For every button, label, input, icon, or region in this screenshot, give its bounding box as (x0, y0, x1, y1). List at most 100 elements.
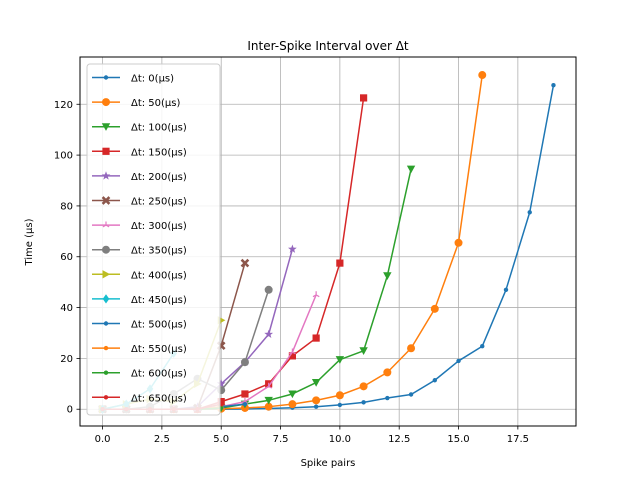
legend-marker (102, 245, 110, 254)
data-point (480, 344, 485, 349)
legend-entry: Δt: 500(μs) (92, 320, 187, 331)
y-tick-label: 40 (60, 303, 73, 314)
data-point (383, 368, 392, 377)
data-point (288, 400, 297, 409)
legend-label: Δt: 650(μs) (131, 393, 187, 404)
legend-entry: Δt: 100(μs) (92, 123, 187, 134)
legend-entry: Δt: 0(μs) (92, 74, 174, 85)
legend: Δt: 0(μs) Δt: 50(μs) Δt: 100(μs) Δt: 150(μs… (86, 63, 221, 416)
x-axis-label: Spike pairs (301, 458, 356, 469)
legend-entry: Δt: 600(μs) (92, 369, 187, 380)
x-tick-label: 2.5 (154, 434, 170, 445)
plot-frame (79, 56, 577, 427)
data-point (264, 396, 273, 405)
legend-entry: Δt: 550(μs) (92, 344, 187, 355)
data-point (335, 391, 344, 400)
data-point (336, 259, 344, 267)
legend-label: Δt: 450(μs) (131, 295, 187, 306)
legend-entry: Δt: 200(μs) (92, 171, 187, 183)
data-point (359, 94, 368, 102)
data-point (288, 244, 297, 253)
legend-entry: Δt: 350(μs) (92, 245, 187, 257)
data-point (430, 304, 439, 313)
data-point (264, 285, 273, 294)
legend-label: Δt: 400(μs) (131, 270, 187, 281)
legend-label: Δt: 0(μs) (131, 74, 174, 85)
data-point (311, 379, 321, 387)
legend-marker (103, 75, 109, 80)
x-tick-label: 7.5 (273, 434, 289, 445)
data-point (288, 390, 297, 399)
y-tick-label: 0 (67, 405, 73, 416)
legend-box (86, 63, 221, 416)
x-tick-label: 12.5 (388, 434, 410, 445)
x-tick-label: 10.0 (329, 434, 351, 445)
legend-marker (103, 321, 109, 326)
y-tick-label: 20 (60, 354, 73, 365)
legend-label: Δt: 500(μs) (131, 320, 187, 331)
legend-label: Δt: 350(μs) (131, 246, 187, 257)
data-point (432, 378, 437, 383)
legend-label: Δt: 600(μs) (131, 369, 187, 380)
legend-entry: Δt: 150(μs) (92, 147, 187, 158)
axis-ticks: 0.0 2.5 5.0 7.5 10.0 12.5 15.0 17.5 0 20 40 60 80 100… (54, 100, 529, 445)
legend-marker (103, 345, 109, 351)
data-point (551, 83, 556, 88)
data-point (456, 358, 461, 364)
data-point (288, 348, 296, 355)
data-point (383, 272, 392, 281)
legend-label: Δt: 550(μs) (131, 344, 187, 355)
data-point (241, 398, 249, 404)
data-point (359, 347, 368, 355)
x-tick-label: 5.0 (213, 434, 229, 445)
data-point (359, 382, 368, 391)
data-point (264, 329, 274, 338)
legend-entry: Δt: 50(μs) (92, 98, 181, 109)
data-point (312, 396, 321, 405)
data-point (240, 358, 249, 367)
legend-entry: Δt: 250(μs) (92, 196, 187, 208)
legend-entry: Δt: 450(μs) (92, 294, 187, 306)
data-point (288, 352, 297, 360)
legend-marker (101, 123, 111, 131)
data-point (264, 402, 273, 411)
y-tick-label: 120 (54, 100, 73, 111)
data-point (335, 356, 345, 364)
data-point (240, 258, 250, 268)
data-point (503, 287, 509, 292)
legend-label: Δt: 300(μs) (131, 221, 187, 232)
legend-marker (103, 395, 109, 400)
data-point (216, 379, 226, 388)
chart-title: Inter-Spike Interval over Δt (247, 39, 409, 53)
data-point (478, 71, 487, 80)
y-tick-label: 80 (60, 201, 73, 212)
data-point (313, 404, 319, 409)
legend-entry: Δt: 400(μs) (92, 270, 187, 281)
legend-label: Δt: 100(μs) (131, 123, 187, 134)
data-point (361, 400, 366, 405)
data-point (527, 210, 532, 215)
legend-marker (101, 171, 111, 180)
data-point (406, 165, 416, 174)
legend-label: Δt: 150(μs) (131, 147, 187, 158)
y-axis-label: Time (μs) (24, 218, 35, 266)
data-point (312, 291, 320, 298)
x-tick-label: 17.5 (507, 434, 529, 445)
legend-marker (102, 147, 110, 155)
data-point (408, 392, 414, 397)
data-point (312, 334, 320, 342)
legend-marker (102, 221, 110, 228)
legend-marker (103, 370, 109, 375)
legend-label: Δt: 50(μs) (131, 98, 181, 109)
legend-label: Δt: 250(μs) (131, 197, 187, 208)
legend-marker (102, 270, 111, 279)
x-tick-label: 0.0 (95, 434, 111, 445)
data-point (217, 398, 225, 406)
legend-marker (102, 98, 110, 107)
y-tick-label: 60 (60, 252, 73, 263)
legend-marker (102, 294, 110, 304)
legend-marker (101, 196, 111, 205)
legend-label: Δt: 200(μs) (131, 172, 187, 183)
data-point (407, 344, 416, 353)
data-point (265, 382, 273, 389)
